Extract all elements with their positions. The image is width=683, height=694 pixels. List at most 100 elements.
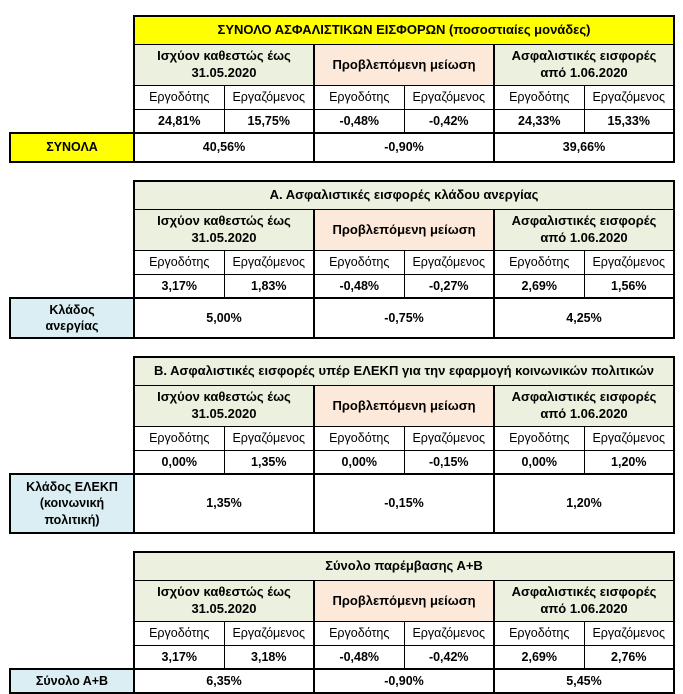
group-header-new: Ασφαλιστικές εισφορές από 1.06.2020 bbox=[493, 385, 675, 427]
value-cell: -0,48% bbox=[313, 645, 405, 670]
spacer-cell bbox=[10, 622, 134, 646]
sub-header-employer: Εργοδότης bbox=[313, 621, 405, 646]
sub-header-employer: Εργοδότης bbox=[313, 426, 405, 451]
value-cell: 1,56% bbox=[583, 274, 675, 299]
table-title: ΣΥΝΟΛΟ ΑΣΦΑΛΙΣΤΙΚΩΝ ΕΙΣΦΟΡΩΝ (ποσοστιαίε… bbox=[133, 15, 675, 45]
row-label-unemployment: Κλάδος ανεργίας bbox=[9, 297, 135, 339]
group-header-current: Ισχύον καθεστώς έως 31.05.2020 bbox=[133, 209, 315, 251]
table-title: Β. Ασφαλιστικές εισφορές υπέρ ΕΛΕΚΠ για … bbox=[133, 356, 675, 386]
sub-header-employee: Εργαζόμενος bbox=[403, 621, 495, 646]
sub-header-employee: Εργαζόμενος bbox=[583, 621, 675, 646]
value-cell: -0,42% bbox=[403, 645, 495, 670]
value-cell: 24,81% bbox=[133, 109, 225, 134]
sub-header-employee: Εργαζόμενος bbox=[403, 250, 495, 275]
group-header-new: Ασφαλιστικές εισφορές από 1.06.2020 bbox=[493, 44, 675, 86]
sub-header-employer: Εργοδότης bbox=[313, 85, 405, 110]
total-cell: 39,66% bbox=[493, 132, 675, 163]
row-label-elekp: Κλάδος ΕΛΕΚΠ (κοινωνική πολιτική) bbox=[9, 473, 135, 534]
value-cell: 1,35% bbox=[223, 450, 315, 475]
table-unemployment-branch: Α. Ασφαλιστικές εισφορές κλάδου ανεργίας… bbox=[9, 180, 675, 339]
spacer-cell bbox=[10, 646, 134, 670]
group-header-current: Ισχύον καθεστώς έως 31.05.2020 bbox=[133, 44, 315, 86]
contributions-table: Σύνολο παρέμβασης Α+Β Ισχύον καθεστώς έω… bbox=[9, 551, 675, 694]
sub-header-employee: Εργαζόμενος bbox=[583, 85, 675, 110]
spacer-cell bbox=[10, 45, 134, 86]
sub-header-employee: Εργαζόμενος bbox=[583, 250, 675, 275]
sub-header-employer: Εργοδότης bbox=[133, 426, 225, 451]
sub-header-employer: Εργοδότης bbox=[493, 85, 585, 110]
spacer-cell bbox=[10, 427, 134, 451]
value-cell: 1,20% bbox=[583, 450, 675, 475]
sub-header-employer: Εργοδότης bbox=[133, 621, 225, 646]
sub-header-employer: Εργοδότης bbox=[493, 250, 585, 275]
total-cell: 40,56% bbox=[133, 132, 315, 163]
sub-header-employer: Εργοδότης bbox=[133, 250, 225, 275]
value-cell: 1,83% bbox=[223, 274, 315, 299]
value-cell: -0,48% bbox=[313, 274, 405, 299]
value-cell: 2,76% bbox=[583, 645, 675, 670]
sub-header-employee: Εργαζόμενος bbox=[223, 85, 315, 110]
sub-header-employer: Εργοδότης bbox=[133, 85, 225, 110]
value-cell: -0,42% bbox=[403, 109, 495, 134]
sub-header-employee: Εργαζόμενος bbox=[403, 426, 495, 451]
spacer-cell bbox=[10, 16, 134, 45]
total-cell: 5,45% bbox=[493, 668, 675, 694]
total-cell: -0,75% bbox=[313, 297, 495, 339]
table-intervention-total: Σύνολο παρέμβασης Α+Β Ισχύον καθεστώς έω… bbox=[9, 551, 675, 694]
spacer-cell bbox=[10, 552, 134, 581]
contributions-table: ΣΥΝΟΛΟ ΑΣΦΑΛΙΣΤΙΚΩΝ ΕΙΣΦΟΡΩΝ (ποσοστιαίε… bbox=[9, 15, 675, 163]
total-cell: -0,90% bbox=[313, 668, 495, 694]
total-cell: 5,00% bbox=[133, 297, 315, 339]
value-cell: 0,00% bbox=[133, 450, 225, 475]
contributions-table: Α. Ασφαλιστικές εισφορές κλάδου ανεργίας… bbox=[9, 180, 675, 339]
group-header-reduction: Προβλεπόμενη μείωση bbox=[313, 209, 495, 251]
value-cell: -0,48% bbox=[313, 109, 405, 134]
sub-header-employee: Εργαζόμενος bbox=[223, 250, 315, 275]
table-elekp-branch: Β. Ασφαλιστικές εισφορές υπέρ ΕΛΕΚΠ για … bbox=[9, 356, 675, 534]
sub-header-employer: Εργοδότης bbox=[493, 426, 585, 451]
value-cell: 0,00% bbox=[313, 450, 405, 475]
spacer-cell bbox=[10, 251, 134, 275]
group-header-reduction: Προβλεπόμενη μείωση bbox=[313, 580, 495, 622]
value-cell: 2,69% bbox=[493, 274, 585, 299]
spacer-cell bbox=[10, 451, 134, 475]
value-cell: -0,27% bbox=[403, 274, 495, 299]
value-cell: 0,00% bbox=[493, 450, 585, 475]
sub-header-employee: Εργαζόμενος bbox=[583, 426, 675, 451]
value-cell: 3,18% bbox=[223, 645, 315, 670]
sub-header-employer: Εργοδότης bbox=[493, 621, 585, 646]
table-total-contributions: ΣΥΝΟΛΟ ΑΣΦΑΛΙΣΤΙΚΩΝ ΕΙΣΦΟΡΩΝ (ποσοστιαίε… bbox=[9, 15, 675, 163]
row-label-total-ab: Σύνολο Α+Β bbox=[9, 668, 135, 694]
group-header-reduction: Προβλεπόμενη μείωση bbox=[313, 44, 495, 86]
value-cell: 3,17% bbox=[133, 274, 225, 299]
spacer-cell bbox=[10, 357, 134, 386]
group-header-reduction: Προβλεπόμενη μείωση bbox=[313, 385, 495, 427]
table-title: Α. Ασφαλιστικές εισφορές κλάδου ανεργίας bbox=[133, 180, 675, 210]
group-header-current: Ισχύον καθεστώς έως 31.05.2020 bbox=[133, 385, 315, 427]
group-header-new: Ασφαλιστικές εισφορές από 1.06.2020 bbox=[493, 580, 675, 622]
spacer-cell bbox=[10, 86, 134, 110]
group-header-current: Ισχύον καθεστώς έως 31.05.2020 bbox=[133, 580, 315, 622]
value-cell: 2,69% bbox=[493, 645, 585, 670]
value-cell: 3,17% bbox=[133, 645, 225, 670]
spacer-cell bbox=[10, 181, 134, 210]
spacer-cell bbox=[10, 210, 134, 251]
value-cell: 24,33% bbox=[493, 109, 585, 134]
sub-header-employee: Εργαζόμενος bbox=[223, 621, 315, 646]
sub-header-employee: Εργαζόμενος bbox=[403, 85, 495, 110]
row-label-totals: ΣΥΝΟΛΑ bbox=[9, 132, 135, 163]
spacer-cell bbox=[10, 386, 134, 427]
spacer-cell bbox=[10, 581, 134, 622]
total-cell: 1,20% bbox=[493, 473, 675, 534]
spacer-cell bbox=[10, 110, 134, 134]
total-cell: -0,90% bbox=[313, 132, 495, 163]
table-title: Σύνολο παρέμβασης Α+Β bbox=[133, 551, 675, 581]
total-cell: 1,35% bbox=[133, 473, 315, 534]
contributions-table: Β. Ασφαλιστικές εισφορές υπέρ ΕΛΕΚΠ για … bbox=[9, 356, 675, 534]
sub-header-employer: Εργοδότης bbox=[313, 250, 405, 275]
sub-header-employee: Εργαζόμενος bbox=[223, 426, 315, 451]
total-cell: 4,25% bbox=[493, 297, 675, 339]
value-cell: -0,15% bbox=[403, 450, 495, 475]
total-cell: -0,15% bbox=[313, 473, 495, 534]
